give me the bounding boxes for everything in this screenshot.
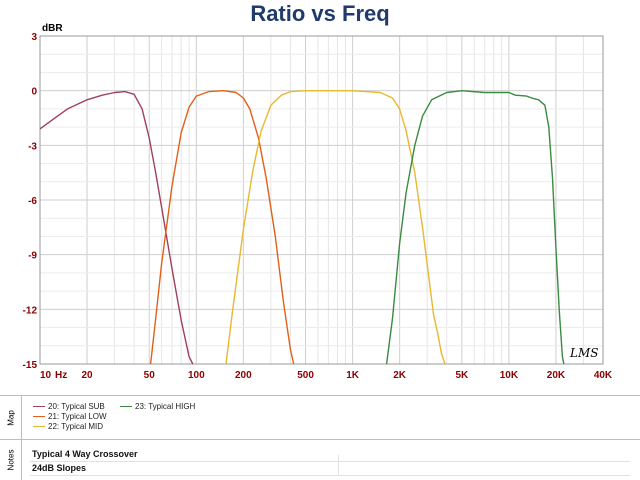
legend-item-high: 23: Typical HIGH — [120, 402, 195, 412]
plot-area: dBR 3 0 -3 -6 -9 -12 -15 10 20 50 100 200 500 1K 2K 5K… — [23, 23, 613, 381]
legend-tab-label: Map — [6, 409, 15, 426]
series-line-2 — [149, 89, 295, 365]
x-tick-label: 100 — [188, 370, 205, 381]
notes-rule-2 — [30, 475, 630, 476]
y-tick-label: -3 — [28, 141, 37, 152]
y-tick-label: 0 — [31, 87, 37, 98]
y-tick-label: -6 — [28, 196, 37, 207]
legend-item-sub: 20: Typical SUB — [33, 402, 105, 412]
legend-panel: Map 20: Typical SUB 21: Typical LOW 22: … — [0, 395, 640, 439]
series-line-4 — [385, 89, 565, 365]
x-tick-label: 40K — [594, 370, 613, 381]
grid — [40, 35, 603, 365]
notes-line-2: 24dB Slopes — [32, 463, 87, 473]
watermark-signature: LMS — [569, 346, 598, 360]
x-unit-label: Hz — [55, 370, 67, 381]
notes-line-1: Typical 4 Way Crossover — [32, 449, 138, 459]
legend-swatch-mid — [33, 426, 45, 428]
notes-rule-1 — [30, 461, 630, 462]
y-tick-label: -12 — [23, 305, 38, 316]
y-tick-labels: 3 0 -3 -6 -9 -12 -15 — [23, 32, 38, 371]
x-tick-label: 50 — [144, 370, 156, 381]
legend-text-sub: 20: Typical SUB — [48, 402, 105, 411]
y-tick-label: -9 — [28, 251, 37, 262]
legend-tab: Map — [0, 396, 22, 439]
notes-tab-label: Notes — [6, 449, 15, 471]
notes-tab: Notes — [0, 440, 22, 480]
series-line-3 — [225, 89, 446, 365]
x-tick-label: 200 — [235, 370, 252, 381]
notes-panel: Notes Typical 4 Way Crossover 24dB Slope… — [0, 439, 640, 480]
x-tick-labels: 10 20 50 100 200 500 1K 2K 5K 10K 20K 40K Hz — [40, 370, 613, 381]
plot-frame — [39, 35, 604, 365]
legend-text-low: 21: Typical LOW — [48, 412, 107, 421]
x-tick-label: 20 — [81, 370, 93, 381]
x-tick-label: 1K — [346, 370, 360, 381]
y-axis-label: dBR — [42, 23, 63, 34]
y-tick-label: -15 — [23, 360, 38, 371]
legend-item-mid: 22: Typical MID — [33, 422, 103, 432]
x-tick-label: 5K — [455, 370, 469, 381]
series-line-1 — [39, 90, 194, 365]
legend-text-high: 23: Typical HIGH — [135, 402, 196, 411]
legend-item-low: 21: Typical LOW — [33, 412, 107, 422]
chart-title: Ratio vs Freq — [250, 1, 390, 26]
legend-swatch-sub — [33, 406, 45, 408]
legend-swatch-high — [120, 406, 132, 408]
series-lines — [39, 89, 565, 365]
legend-swatch-low — [33, 416, 45, 418]
x-tick-label: 500 — [297, 370, 314, 381]
y-tick-label: 3 — [31, 32, 37, 43]
legend-text-mid: 22: Typical MID — [48, 422, 103, 431]
x-tick-label: 10K — [500, 370, 519, 381]
notes-divider — [338, 455, 339, 475]
x-tick-label: 20K — [547, 370, 566, 381]
x-tick-label: 2K — [393, 370, 407, 381]
x-tick-label: 10 — [40, 370, 52, 381]
